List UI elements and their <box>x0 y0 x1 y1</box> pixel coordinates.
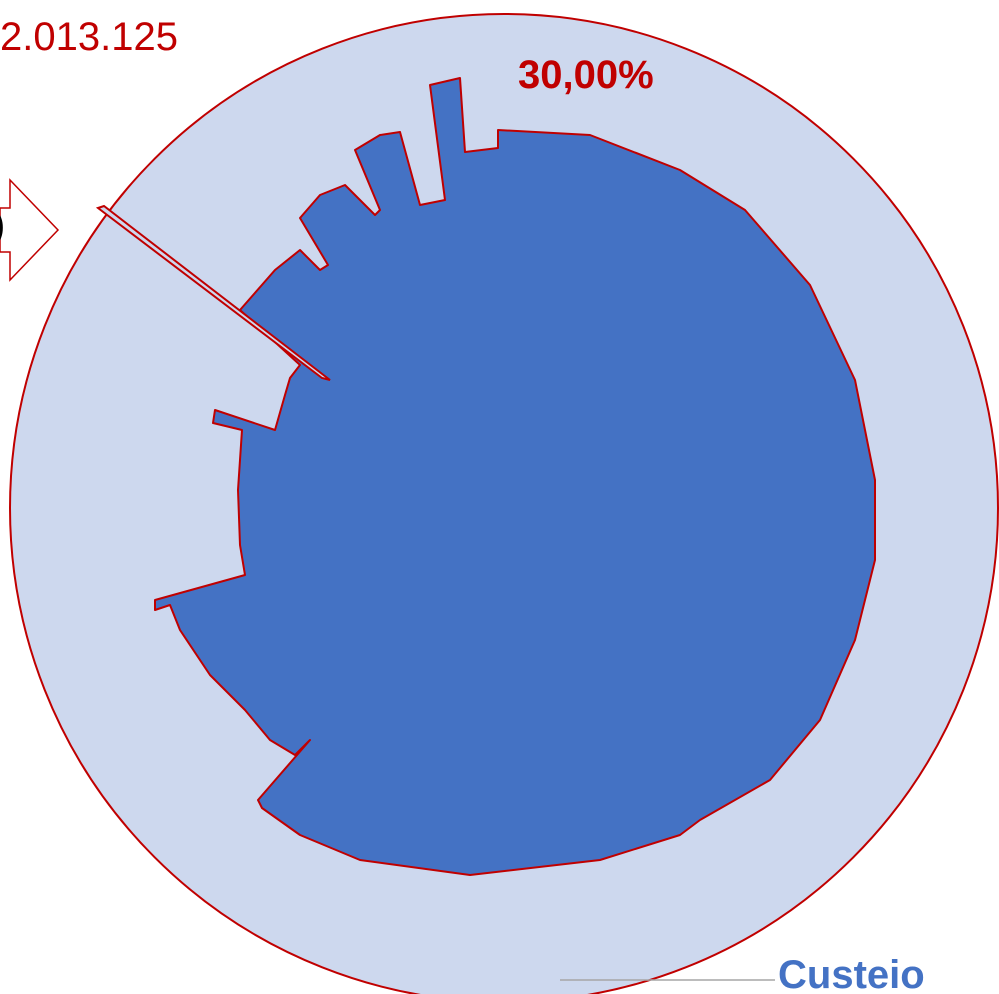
percent-label: 30,00% <box>518 53 654 97</box>
cut-off-text: ) <box>0 203 5 247</box>
category-label: Custeio <box>778 953 925 994</box>
value-label: 2.013.125 <box>0 15 178 59</box>
arrow <box>0 178 60 282</box>
slice-line <box>95 204 331 381</box>
inner-shape <box>154 77 876 876</box>
